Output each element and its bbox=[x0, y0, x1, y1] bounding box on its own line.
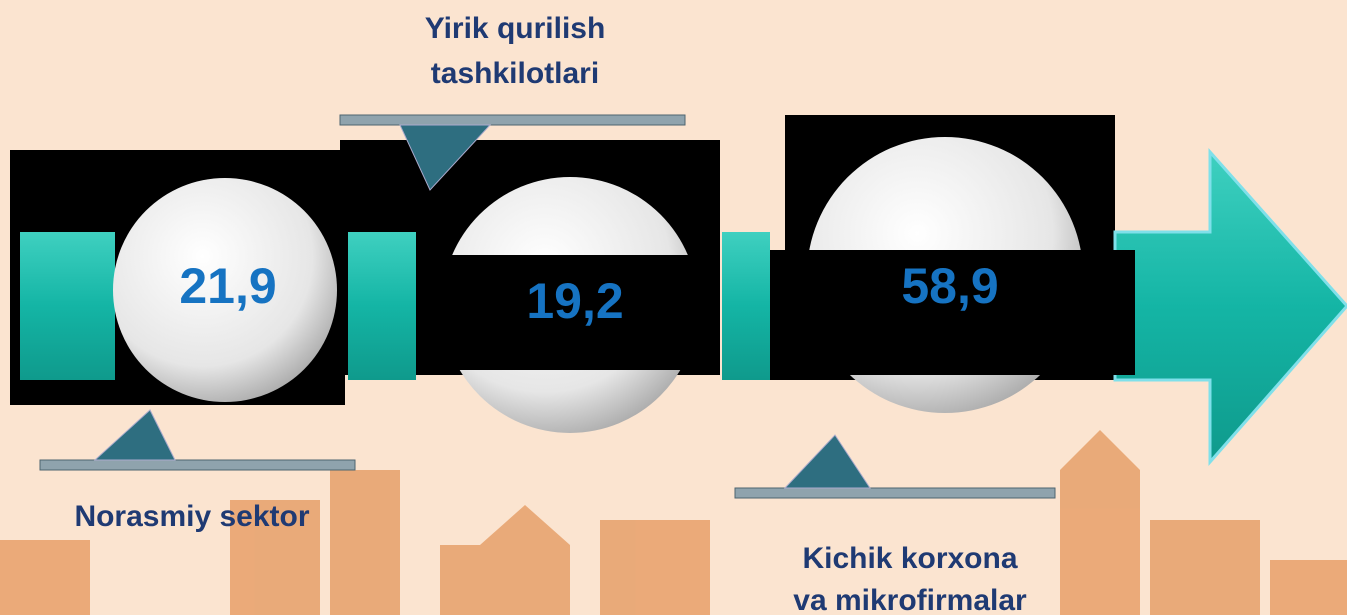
label: Yirik qurilish bbox=[425, 12, 606, 45]
value: 19,2 bbox=[526, 273, 623, 329]
label: va mikrofirmalar bbox=[793, 584, 1027, 615]
circle bbox=[113, 178, 337, 402]
brackets bbox=[39, 114, 1056, 499]
dark-panel bbox=[770, 250, 1135, 375]
dark-panel bbox=[430, 255, 720, 370]
label: Kichik korxona bbox=[802, 542, 1017, 575]
arrow-band bbox=[20, 148, 1347, 466]
label: tashkilotlari bbox=[431, 57, 599, 90]
label: Norasmiy sektor bbox=[74, 500, 309, 533]
value: 58,9 bbox=[901, 258, 998, 314]
value: 21,9 bbox=[179, 258, 276, 314]
city-silhouette bbox=[0, 430, 1347, 615]
